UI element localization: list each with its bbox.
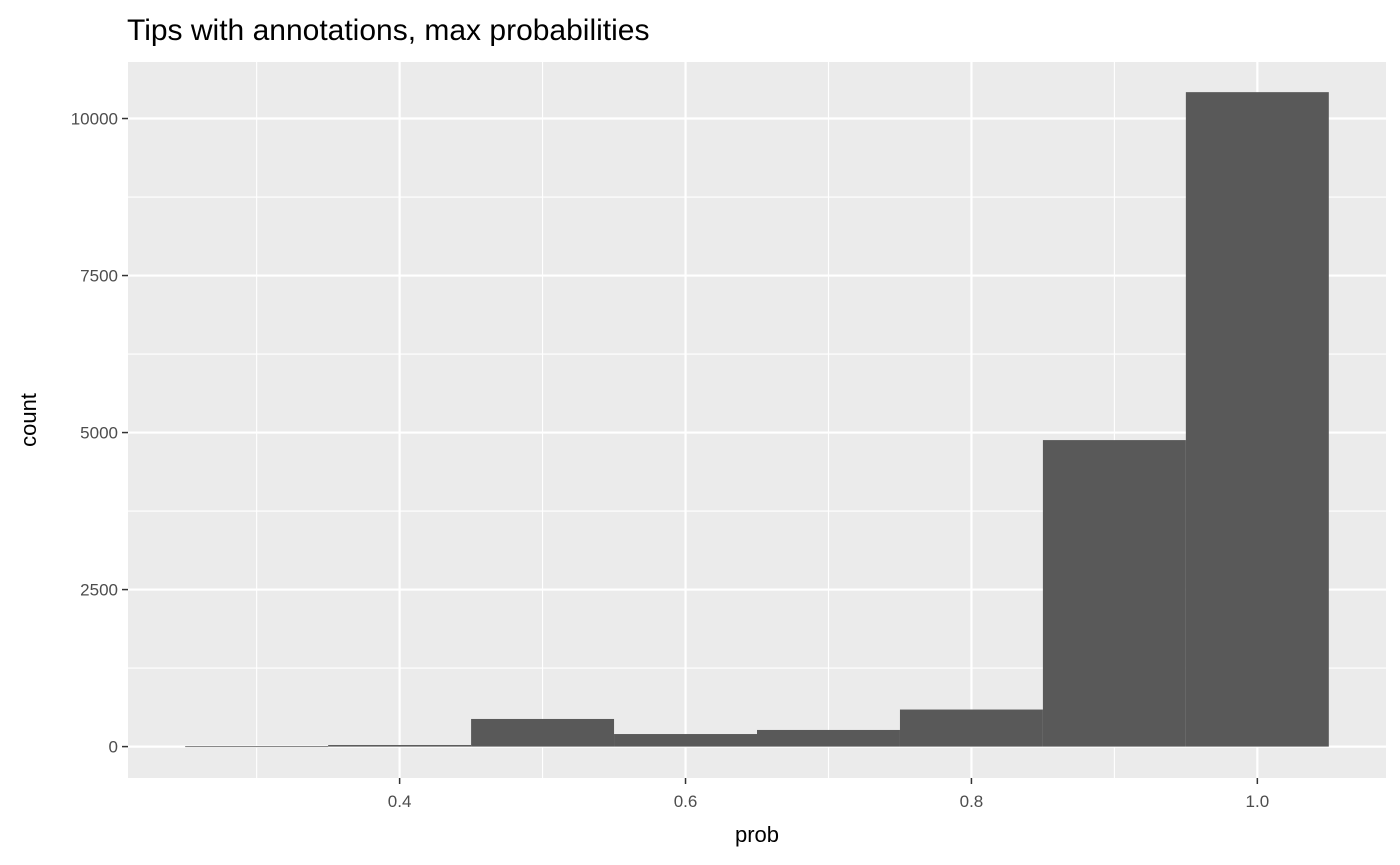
histogram-bar xyxy=(185,746,329,748)
histogram-bar xyxy=(1042,440,1186,747)
y-tick-label: 2500 xyxy=(80,581,118,600)
x-tick-label: 0.6 xyxy=(674,792,698,811)
histogram-bar xyxy=(757,729,900,747)
chart-title: Tips with annotations, max probabilities xyxy=(127,14,649,47)
histogram-bars xyxy=(185,92,1329,748)
y-tick-label: 7500 xyxy=(80,267,118,286)
x-tick-label: 1.0 xyxy=(1246,792,1270,811)
x-axis: 0.4 0.6 0.8 1.0 xyxy=(388,778,1269,811)
y-axis: 0 2500 5000 7500 10000 xyxy=(71,110,128,757)
histogram-bar xyxy=(1185,92,1329,747)
y-axis-title: count xyxy=(16,393,41,447)
histogram-bar xyxy=(471,718,615,747)
y-tick-label: 0 xyxy=(109,738,118,757)
histogram-bar xyxy=(899,709,1043,747)
histogram-bar xyxy=(614,734,757,747)
major-gridlines xyxy=(128,62,1386,778)
y-tick-label: 10000 xyxy=(71,110,118,129)
y-tick-label: 5000 xyxy=(80,424,118,443)
x-tick-label: 0.4 xyxy=(388,792,412,811)
x-tick-label: 0.8 xyxy=(960,792,984,811)
histogram-bar xyxy=(328,745,472,747)
x-axis-title: prob xyxy=(735,822,779,847)
